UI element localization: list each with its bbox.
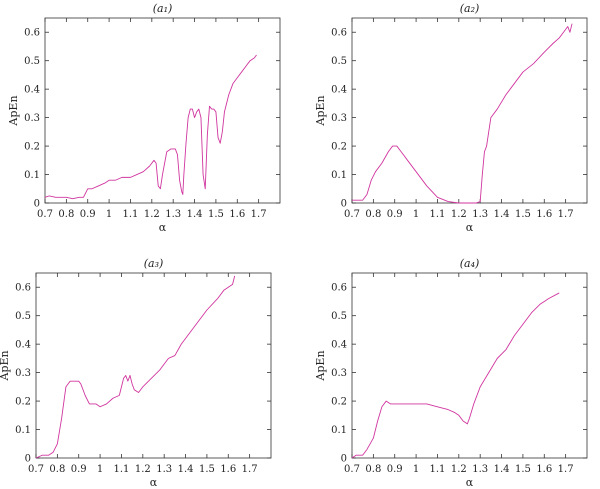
x-tick-label: 1.5: [199, 464, 215, 475]
series-line: [44, 54, 257, 200]
x-tick-label: 0.8: [58, 209, 74, 220]
x-tick-label: 1.5: [515, 209, 531, 220]
x-tick-label: 1: [413, 464, 419, 475]
x-axis-label: α: [466, 221, 474, 234]
y-tick-label: 0.3: [331, 368, 347, 379]
x-tick-label: 1.5: [515, 464, 531, 475]
y-tick-label: 0: [341, 454, 347, 465]
y-axis-label: ApEn: [314, 350, 327, 381]
x-tick-label: 0.9: [387, 209, 403, 220]
y-tick-label: 0.5: [24, 56, 40, 67]
y-tick-label: 0.2: [15, 397, 31, 408]
y-tick-label: 0.2: [331, 397, 347, 408]
plot-frame: [351, 17, 588, 204]
x-tick-label: 1.7: [558, 464, 574, 475]
x-tick-label: 1.1: [114, 464, 130, 475]
y-axis-label: ApEn: [0, 350, 11, 381]
x-tick-label: 1.6: [536, 464, 552, 475]
y-tick-label: 0.6: [15, 283, 31, 294]
series-line: [352, 23, 573, 204]
y-tick-label: 0: [25, 454, 31, 465]
x-axis-label: α: [466, 476, 474, 489]
plot-frame: [44, 17, 281, 204]
x-tick-label: 0.8: [365, 464, 381, 475]
x-tick-label: 1: [97, 464, 103, 475]
x-tick-label: 1.2: [451, 209, 467, 220]
x-tick-label: 1: [106, 209, 112, 220]
x-tick-label: 1.1: [123, 209, 139, 220]
x-tick-label: 1.7: [242, 464, 258, 475]
x-tick-label: 1.4: [494, 464, 510, 475]
y-tick-label: 0.1: [15, 425, 31, 436]
x-tick-label: 1.7: [558, 209, 574, 220]
x-tick-label: 1.1: [430, 209, 446, 220]
x-tick-label: 0.7: [344, 209, 360, 220]
y-tick-label: 0.1: [331, 425, 347, 436]
chart-panel-2: 0.7 0.8 0.9 1 1.1 1.2 1.3 1.4 1.5 1.6 1.7 0 0.1 0.2 0.…: [314, 2, 588, 234]
y-tick-label: 0.2: [24, 142, 40, 153]
x-tick-label: 0.9: [387, 464, 403, 475]
panel-title: (a₃): [144, 257, 164, 270]
y-tick-label: 0.4: [331, 340, 347, 351]
x-tick-label: 0.8: [49, 464, 65, 475]
y-tick-label: 0.5: [331, 56, 347, 67]
y-tick-label: 0.1: [331, 170, 347, 181]
x-tick-label: 1.6: [220, 464, 236, 475]
x-tick-label: 1.2: [144, 209, 160, 220]
x-tick-label: 0.8: [365, 209, 381, 220]
x-tick-label: 0.9: [80, 209, 96, 220]
y-tick-label: 0.3: [15, 368, 31, 379]
x-tick-label: 1.3: [472, 464, 488, 475]
x-axis-label: α: [150, 476, 158, 489]
panel-title: (a₂): [460, 2, 480, 15]
y-tick-label: 0.5: [331, 311, 347, 322]
panel-title: (a₄): [460, 257, 480, 270]
x-tick-label: 0.7: [344, 464, 360, 475]
x-tick-label: 1.5: [208, 209, 224, 220]
plot-frame: [351, 272, 588, 459]
panel-title: (a₁): [153, 2, 173, 15]
y-tick-label: 0.3: [24, 113, 40, 124]
x-tick-label: 1.6: [536, 209, 552, 220]
y-tick-label: 0.4: [15, 340, 31, 351]
x-tick-label: 1.4: [494, 209, 510, 220]
y-tick-label: 0.6: [331, 28, 347, 39]
y-tick-label: 0.1: [24, 170, 40, 181]
x-tick-label: 1.3: [156, 464, 172, 475]
series-line: [351, 292, 560, 459]
y-tick-label: 0.6: [331, 283, 347, 294]
x-tick-label: 1.2: [451, 464, 467, 475]
y-tick-label: 0: [34, 199, 40, 210]
x-tick-label: 1.3: [165, 209, 181, 220]
x-tick-label: 1: [413, 209, 419, 220]
y-tick-label: 0.2: [331, 142, 347, 153]
y-tick-label: 0.4: [331, 85, 347, 96]
x-tick-label: 1.2: [135, 464, 151, 475]
x-tick-label: 1.4: [187, 209, 203, 220]
y-tick-label: 0: [341, 199, 347, 210]
chart-panel-3: 0.7 0.8 0.9 1 1.1 1.2 1.3 1.4 1.5 1.6 1.7 0 0.1 0.2 0.…: [0, 257, 272, 489]
y-tick-label: 0.6: [24, 28, 40, 39]
y-tick-label: 0.4: [24, 85, 40, 96]
x-tick-label: 0.7: [28, 464, 44, 475]
plot-frame: [35, 272, 272, 459]
chart-panel-4: 0.7 0.8 0.9 1 1.1 1.2 1.3 1.4 1.5 1.6 1.7 0 0.1 0.2 0.…: [314, 257, 588, 489]
y-tick-label: 0.5: [15, 311, 31, 322]
series-line: [35, 275, 236, 459]
x-tick-label: 1.7: [251, 209, 267, 220]
x-tick-label: 0.9: [71, 464, 87, 475]
x-tick-label: 0.7: [37, 209, 53, 220]
y-axis-label: ApEn: [7, 95, 20, 126]
x-tick-label: 1.6: [229, 209, 245, 220]
x-tick-label: 1.4: [178, 464, 194, 475]
x-tick-label: 1.3: [472, 209, 488, 220]
x-axis-label: α: [159, 221, 167, 234]
x-tick-label: 1.1: [430, 464, 446, 475]
chart-panel-1: 0.7 0.8 0.9 1 1.1 1.2 1.3 1.4 1.5 1.6 1.7 0 0.1 0.2 0.…: [7, 2, 281, 234]
y-tick-label: 0.3: [331, 113, 347, 124]
y-axis-label: ApEn: [314, 95, 327, 126]
